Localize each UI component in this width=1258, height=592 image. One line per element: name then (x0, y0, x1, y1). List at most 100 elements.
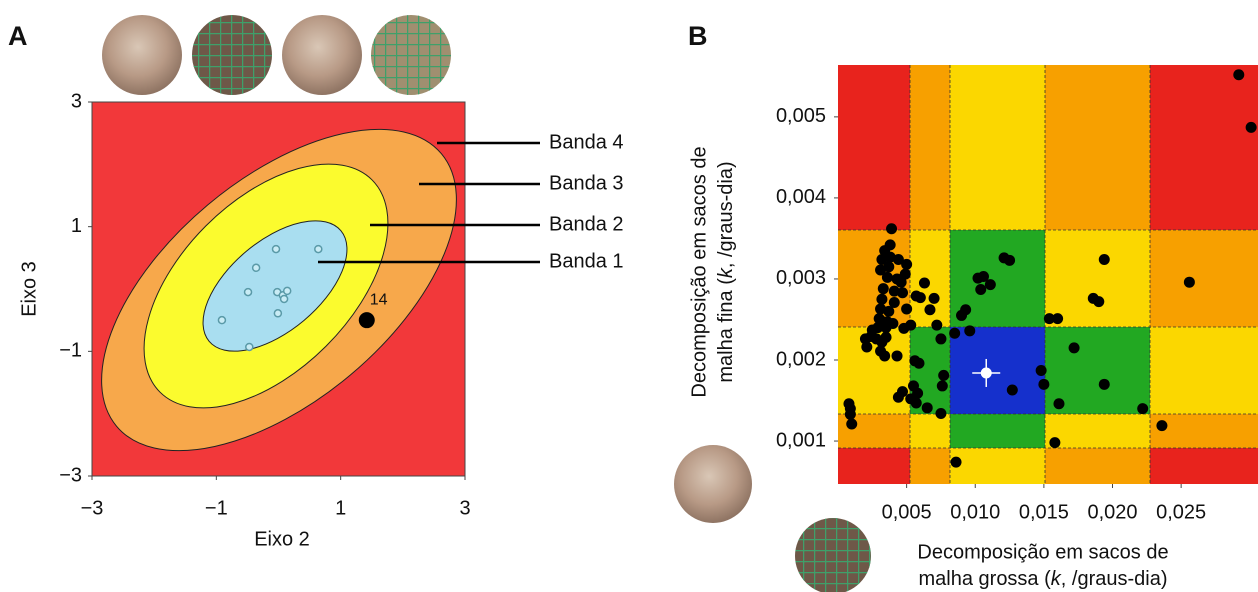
x-tick-label: 0,020 (1087, 501, 1137, 523)
y-tick-label: −3 (59, 464, 82, 486)
x-axis-label: Decomposição em sacos de (917, 541, 1168, 563)
point (845, 403, 856, 414)
point (876, 254, 887, 265)
x-tick-label: −1 (205, 497, 228, 519)
point (1137, 403, 1148, 414)
point (893, 392, 904, 403)
band-cell (838, 448, 910, 484)
point (246, 343, 253, 350)
y-axis-label: Eixo 3 (18, 261, 40, 317)
highlight-point (359, 312, 375, 328)
point (956, 310, 967, 321)
x-tick-label: 3 (459, 497, 470, 519)
band-cell (1045, 230, 1150, 327)
point (973, 273, 984, 284)
x-tick-label: 0,005 (882, 501, 932, 523)
point (929, 293, 940, 304)
band-cell (950, 327, 1045, 414)
point (938, 370, 949, 381)
x-axis-label: malha grossa (k, /graus-dia) (919, 568, 1168, 590)
band-label: Banda 2 (549, 213, 624, 235)
point (878, 283, 889, 294)
point (975, 284, 986, 295)
point (911, 290, 922, 301)
band-cell (1150, 230, 1258, 327)
point (218, 317, 225, 324)
band-cell (1045, 414, 1150, 448)
point (1156, 420, 1167, 431)
x-axis-label-part: , /graus-dia) (1061, 568, 1168, 590)
x-tick-label: 0,015 (1019, 501, 1069, 523)
point (949, 328, 960, 339)
band-cell (950, 448, 1045, 484)
band-cell (1045, 448, 1150, 484)
point (876, 294, 887, 305)
band-cell (950, 414, 1045, 448)
x-axis-label-part: malha grossa ( (919, 568, 1052, 590)
y-axis-label: Decomposição em sacos de (688, 146, 710, 397)
point (1184, 277, 1195, 288)
point (889, 286, 900, 297)
point (245, 289, 252, 296)
point (999, 252, 1010, 263)
y-tick-label: 0,002 (776, 348, 826, 370)
point (886, 223, 897, 234)
point (919, 278, 930, 289)
point (924, 304, 935, 315)
point (1049, 437, 1060, 448)
panel-label: B (688, 21, 708, 51)
point (1044, 313, 1055, 324)
y-tick-label: 0,001 (776, 429, 826, 451)
y-tick-label: −1 (59, 340, 82, 362)
panel-label: A (8, 21, 28, 51)
point (1053, 398, 1064, 409)
point (1007, 384, 1018, 395)
point (1036, 365, 1047, 376)
point (274, 310, 281, 317)
point (931, 320, 942, 331)
x-tick-label: 1 (335, 497, 346, 519)
point (281, 295, 288, 302)
band-cell (1150, 414, 1258, 448)
band-cell (1150, 448, 1258, 484)
point (1088, 293, 1099, 304)
point (883, 306, 894, 317)
point (273, 246, 280, 253)
highlight-point (981, 367, 992, 378)
y-tick-label: 0,005 (776, 105, 826, 127)
x-tick-label: 0,025 (1156, 501, 1206, 523)
figure: ABanda 1Banda 2Banda 3Banda 4−3−113−3−11… (0, 0, 1258, 592)
point (284, 287, 291, 294)
y-tick-label: 0,004 (776, 186, 826, 208)
y-axis-label: malha fina (k, /graus-dia) (715, 161, 737, 382)
point (1069, 342, 1080, 353)
band-cell (910, 448, 950, 484)
point-label: 14 (370, 291, 388, 308)
point (879, 350, 890, 361)
y-tick-label: 1 (71, 215, 82, 237)
point (901, 303, 912, 314)
point (937, 380, 948, 391)
point (892, 273, 903, 284)
point (1099, 379, 1110, 390)
point (935, 408, 946, 419)
band-cell (1150, 65, 1258, 230)
x-tick-label: 0,010 (950, 501, 1000, 523)
point (964, 325, 975, 336)
point (882, 316, 893, 327)
point (908, 380, 919, 391)
point (253, 264, 260, 271)
band-cell (838, 65, 910, 230)
point (905, 393, 916, 404)
point (892, 350, 903, 361)
band-label: Banda 3 (549, 172, 624, 194)
y-tick-label: 3 (71, 90, 82, 112)
x-axis-label: Eixo 2 (254, 528, 310, 550)
band-cell (910, 65, 950, 230)
point (951, 457, 962, 468)
point (1038, 379, 1049, 390)
point (1246, 122, 1257, 133)
band-cell (950, 65, 1045, 230)
point (935, 333, 946, 344)
band-cell (1150, 327, 1258, 414)
